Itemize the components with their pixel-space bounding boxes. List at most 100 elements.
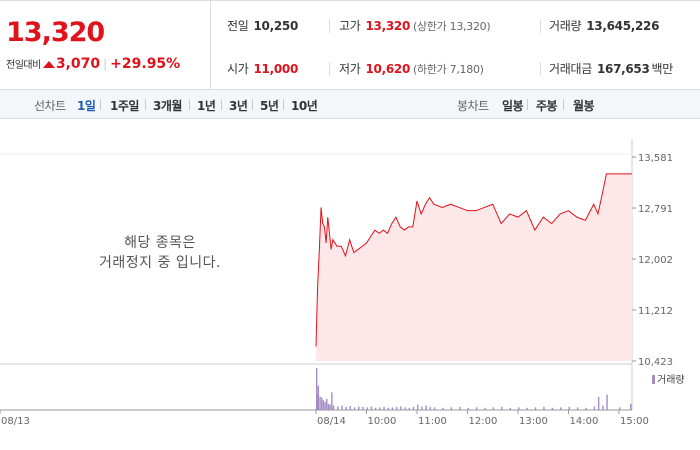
- volume-bar: [560, 407, 562, 410]
- tab-separator: [563, 99, 564, 110]
- volume-bar: [630, 403, 632, 410]
- tab-separator: [527, 99, 528, 110]
- tab-daily-candle[interactable]: 일봉: [502, 99, 524, 113]
- volume-legend-swatch: [652, 375, 655, 384]
- tab-weekly-candle[interactable]: 주봉: [536, 99, 558, 113]
- volume-bar: [518, 407, 520, 410]
- x-tick-label: 13:00: [519, 416, 548, 427]
- volume-bar: [475, 407, 478, 410]
- volume-bar: [321, 397, 323, 410]
- tab-separator: [100, 99, 101, 110]
- tab-monthly-candle[interactable]: 월봉: [573, 99, 595, 113]
- price-area: [316, 173, 632, 361]
- tab-10y[interactable]: 10년: [291, 99, 318, 113]
- tab-1y[interactable]: 1년: [197, 99, 216, 113]
- volume-bar: [317, 385, 320, 410]
- lower-limit: (하한가 7,180): [413, 63, 484, 76]
- x-tick-label: 11:00: [418, 416, 447, 427]
- trade-amount-value: 167,653: [596, 62, 650, 76]
- volume-bar: [332, 405, 335, 410]
- change-percent: +29.95%: [110, 56, 181, 72]
- trade-amount-label: 거래대금: [549, 62, 592, 76]
- low-value: 10,620: [365, 62, 410, 76]
- change-label: 전일대비: [6, 60, 41, 71]
- x-tick-label: 10:00: [368, 416, 397, 427]
- volume-bar: [362, 406, 364, 410]
- volume-bar: [442, 407, 444, 410]
- volume-bar: [526, 407, 528, 410]
- price-line: [315, 173, 632, 347]
- volume-bar: [459, 406, 461, 410]
- volume-bar: [391, 407, 394, 410]
- volume-bar: [425, 405, 427, 410]
- volume-bar: [412, 406, 415, 410]
- tab-separator: [283, 99, 284, 110]
- prev-close: 전일 10,250: [227, 17, 298, 34]
- volume-bar: [576, 407, 579, 410]
- volume-bar: [324, 402, 326, 410]
- price-summary: 13,320 전일대비 3,070 | +29.95% 전일 10,250 시가 11,0…: [0, 0, 700, 90]
- open-price: 시가 11,000: [227, 60, 298, 77]
- volume-bar: [329, 404, 331, 410]
- volume-bar: [366, 407, 368, 410]
- up-arrow-icon: [42, 61, 55, 68]
- volume-bar: [370, 406, 373, 410]
- volume-bar: [383, 406, 385, 410]
- tab-3y[interactable]: 3년: [229, 99, 248, 113]
- tab-separator: [221, 99, 222, 110]
- change-value: 3,070: [55, 56, 101, 72]
- x-tick-label: 14:00: [570, 416, 599, 427]
- tab-5y[interactable]: 5년: [260, 99, 279, 113]
- separator: |: [103, 57, 108, 71]
- volume-bar: [337, 406, 339, 410]
- x-tick-label: 08/13: [1, 416, 30, 427]
- prev-close-label: 전일: [227, 19, 249, 33]
- tab-1w[interactable]: 1주일: [110, 99, 139, 113]
- high-label: 고가: [339, 19, 361, 33]
- y-tick-label: 12,791: [638, 204, 673, 215]
- volume-bar: [484, 407, 486, 410]
- tab-1d[interactable]: 1일: [77, 99, 96, 113]
- divider: [540, 62, 541, 76]
- high-value: 13,320: [365, 19, 410, 33]
- volume-bar: [345, 406, 347, 410]
- divider: [329, 62, 330, 76]
- volume-bar: [421, 406, 423, 410]
- tab-3m[interactable]: 3개월: [153, 99, 182, 113]
- volume-bar: [417, 404, 419, 410]
- tab-separator: [252, 99, 253, 110]
- y-tick-label: 11,212: [638, 306, 673, 317]
- volume-bar: [327, 403, 330, 410]
- volume-legend-label: 거래량: [657, 374, 685, 386]
- volume-bar: [551, 407, 554, 410]
- line-chart-header: 선차트: [34, 99, 66, 113]
- volume-bar: [353, 407, 356, 410]
- volume-bar: [319, 396, 321, 410]
- trading-halt-message: 해당 종목은 거래정지 중 입니다.: [60, 233, 260, 273]
- volume-bar: [509, 407, 511, 410]
- volume-bar: [341, 405, 343, 410]
- volume-bar: [379, 407, 381, 410]
- tab-separator: [189, 99, 190, 110]
- volume-bar: [450, 407, 453, 410]
- halt-message-line: 거래정지 중 입니다.: [99, 255, 221, 271]
- volume-bar: [408, 407, 410, 410]
- y-tick-label: 10,423: [638, 357, 673, 368]
- volume-value: 13,645,226: [586, 19, 660, 33]
- volume-bar: [322, 400, 325, 410]
- volume-bar: [429, 406, 432, 410]
- x-tick-label: 12:00: [469, 416, 498, 427]
- volume-bar: [593, 406, 596, 410]
- volume-bar: [467, 407, 469, 410]
- volume-bar: [606, 394, 608, 410]
- trade-amount-unit: 백만: [651, 62, 674, 76]
- volume-bar: [331, 392, 333, 410]
- volume-bar: [358, 406, 360, 410]
- prev-close-value: 10,250: [253, 19, 298, 33]
- volume: 거래량 13,645,226: [549, 17, 659, 34]
- change-row: 전일대비 3,070 | +29.95%: [6, 56, 180, 72]
- divider: [540, 19, 541, 33]
- tab-separator: [145, 99, 146, 110]
- trade-amount: 거래대금 167,653 백만: [549, 60, 673, 77]
- volume-label: 거래량: [549, 19, 582, 33]
